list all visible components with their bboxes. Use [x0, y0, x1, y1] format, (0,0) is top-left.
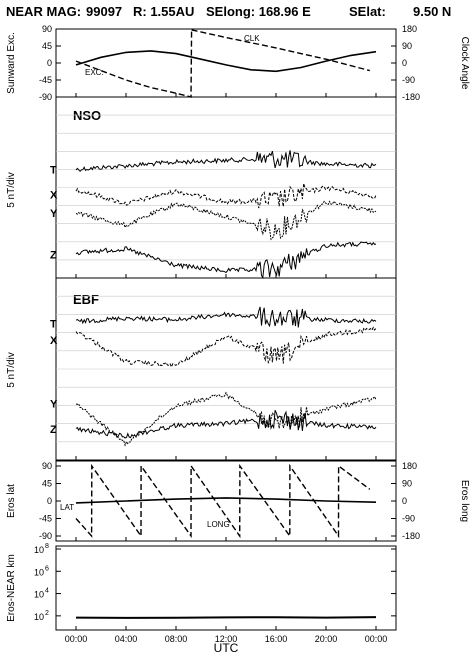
- x-tick-label: 08:00: [165, 634, 188, 644]
- panel-eros-ylabel-right: Eros long: [459, 480, 470, 522]
- component-trace-T: [75, 306, 377, 328]
- header-selat-value: 9.50 N: [413, 4, 451, 19]
- y-tick-label-right: -90: [402, 514, 415, 524]
- component-label-X: X: [50, 190, 58, 202]
- header-distance: R: 1.55AU: [133, 4, 194, 19]
- header: NEAR MAG: 99097 R: 1.55AU SElong: 168.96…: [6, 4, 451, 19]
- panel-eros: Eros lat Eros long LAT LONG 90 180 45 90 0 0 -…: [6, 460, 470, 542]
- y-tick-label-left: -45: [39, 75, 52, 85]
- y-tick-exponent: 8: [45, 543, 49, 550]
- y-tick-label-left: -90: [39, 92, 52, 102]
- panel-angles: Sunward Exc. Clock Angle CLK EXC. 90 180 4…: [6, 24, 470, 102]
- y-tick-label: 10: [34, 612, 44, 622]
- component-label-X: X: [50, 335, 58, 347]
- x-tick-label: 00:00: [365, 634, 388, 644]
- y-tick-label-right: -90: [402, 75, 415, 85]
- header-selong: SElong: 168.96 E: [206, 4, 311, 19]
- y-tick-label-right: 0: [402, 58, 407, 68]
- annotation-long: LONG: [207, 520, 230, 529]
- panel-angles-frame: [55, 28, 397, 98]
- panel-eros-ylabel-left: Eros lat: [6, 484, 17, 518]
- annotation-lat: LAT: [60, 503, 74, 512]
- annotation-exc: EXC.: [85, 68, 104, 77]
- x-tick-label: 16:00: [265, 634, 288, 644]
- y-tick-label: 10: [34, 567, 44, 577]
- x-tick-label: 20:00: [315, 634, 338, 644]
- series-line-1: [75, 463, 371, 539]
- header-mission: NEAR MAG:: [6, 4, 81, 19]
- y-tick-label-right: -180: [402, 92, 420, 102]
- y-tick-label-right: 0: [402, 496, 407, 506]
- panel-angles-ylabel-left: Sunward Exc.: [6, 32, 17, 94]
- annotation-clk: CLK: [244, 34, 260, 43]
- panel-nso-tag: NSO: [73, 108, 101, 123]
- x-axis: 00:00 04:00 08:00 12:00 16:00 20:00 00:00: [65, 93, 388, 644]
- component-label-T: T: [50, 164, 57, 176]
- x-tick-label: 12:00: [215, 634, 238, 644]
- x-tick-label: 04:00: [115, 634, 138, 644]
- header-selat: SElat:: [349, 4, 386, 19]
- y-tick-label-left: 0: [47, 496, 52, 506]
- y-tick-label-right: 90: [402, 479, 412, 489]
- y-tick-label-right: 180: [402, 24, 417, 34]
- series-line-2: [191, 29, 370, 72]
- y-tick-label-right: 90: [402, 41, 412, 51]
- component-label-Z: Z: [50, 424, 57, 436]
- panel-nso: NSO 5 nT/div T XY Z: [6, 96, 397, 280]
- y-tick-label-left: 0: [47, 58, 52, 68]
- y-tick-label: 10: [34, 590, 44, 600]
- component-trace-X: [75, 183, 377, 209]
- component-trace-Y: [75, 200, 377, 241]
- component-trace-Y: [75, 391, 377, 447]
- panel-nso-ylabel: 5 nT/div: [6, 172, 17, 208]
- y-tick-exponent: 6: [45, 565, 49, 572]
- y-tick-label-left: 90: [42, 24, 52, 34]
- panel-ebf: EBF 5 nT/div TX Y Z: [6, 277, 397, 461]
- y-tick-label-left: 90: [42, 461, 52, 471]
- component-label-T: T: [50, 319, 57, 331]
- panel-angles-ylabel-right: Clock Angle: [459, 37, 470, 90]
- y-tick-label-left: -45: [39, 514, 52, 524]
- y-tick-label: 10: [34, 545, 44, 555]
- component-label-Y: Y: [50, 208, 58, 220]
- distance-line: [75, 616, 377, 619]
- series-line-0: [75, 50, 377, 73]
- y-tick-label-left: -90: [39, 531, 52, 541]
- panel-distance-ylabel: Eros-NEAR km: [6, 554, 17, 622]
- x-axis-label: UTC: [214, 641, 239, 655]
- component-label-Z: Z: [50, 249, 57, 261]
- y-tick-exponent: 4: [45, 588, 49, 595]
- y-tick-exponent: 2: [45, 610, 49, 617]
- y-tick-label-right: 180: [402, 461, 417, 471]
- component-trace-X: [75, 326, 377, 369]
- component-trace-T: [75, 150, 377, 173]
- series-line-1: [75, 28, 193, 98]
- y-tick-label-left: 45: [42, 479, 52, 489]
- header-date: 99097: [86, 4, 122, 19]
- y-tick-label-right: -180: [402, 531, 420, 541]
- y-tick-label-left: 45: [42, 41, 52, 51]
- series-line-0: [75, 497, 377, 504]
- panel-ebf-tag: EBF: [73, 292, 99, 307]
- x-tick-label: 00:00: [65, 634, 88, 644]
- component-trace-Z: [75, 241, 377, 280]
- component-trace-Z: [75, 409, 377, 439]
- panel-ebf-ylabel: 5 nT/div: [6, 352, 17, 388]
- component-label-Y: Y: [50, 399, 58, 411]
